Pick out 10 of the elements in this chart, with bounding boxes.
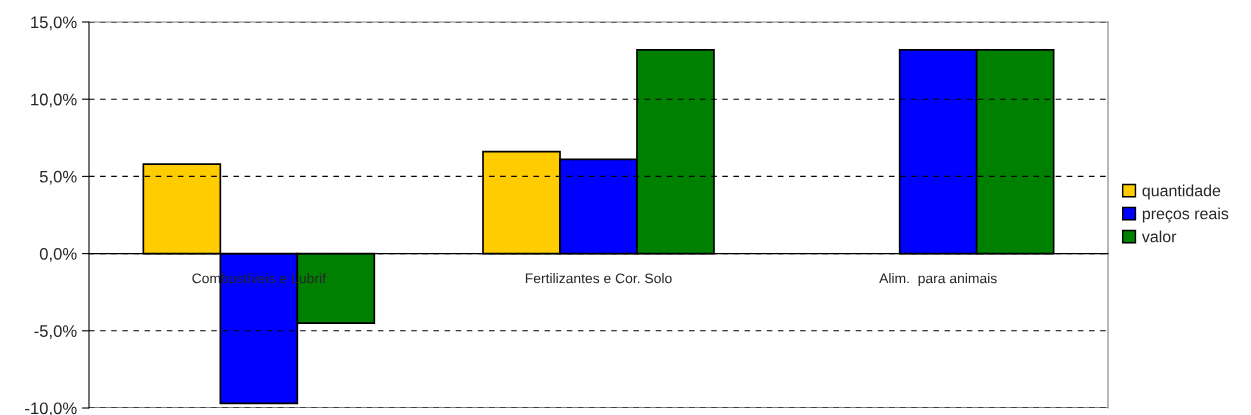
y-tick-label: 10,0%	[31, 93, 77, 108]
y-tick-label: -5,0%	[34, 325, 77, 339]
legend-label: quantidade	[1142, 184, 1221, 200]
x-tick-label: Alim. para animais	[879, 273, 997, 286]
x-tick-label: Fertilizantes e Cor. Solo	[525, 273, 672, 284]
y-tick-label: 15,0%	[31, 16, 77, 31]
legend-label: preços reais	[1142, 207, 1229, 223]
y-tick-label: 5,0%	[39, 170, 77, 185]
legend-label: valor	[1141, 230, 1177, 243]
y-tick-label: 0,0%	[39, 248, 77, 262]
